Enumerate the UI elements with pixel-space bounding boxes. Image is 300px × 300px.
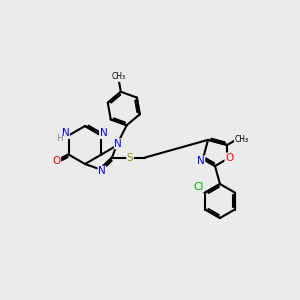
Text: N: N [62,128,69,139]
Text: CH₃: CH₃ [112,72,126,81]
Text: O: O [52,155,61,166]
Text: S: S [127,152,134,163]
Text: O: O [225,153,233,163]
Text: Cl: Cl [194,182,204,191]
Text: H: H [56,134,63,143]
Text: N: N [114,139,122,149]
Text: N: N [197,156,205,166]
Text: CH₃: CH₃ [235,134,249,143]
Text: N: N [100,128,107,139]
Text: N: N [98,166,106,176]
